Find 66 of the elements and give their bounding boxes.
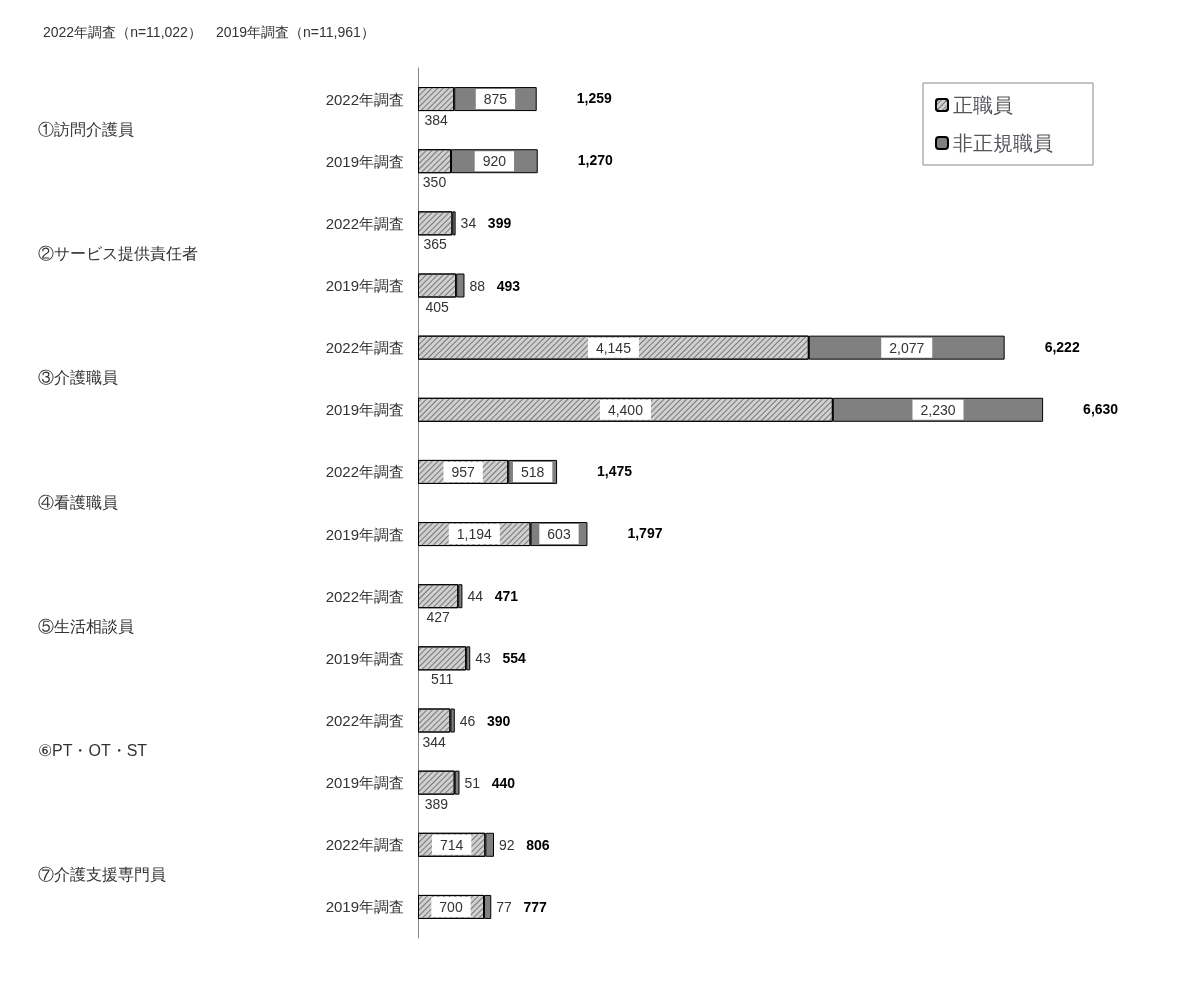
data-label: 88	[469, 277, 497, 294]
y-tick-label: 2022年調査	[325, 587, 404, 605]
y-tick-label: 2022年調査	[325, 836, 404, 854]
total-label: 1,475	[597, 462, 633, 479]
y-tick-label: 2022年調査	[325, 214, 404, 232]
data-label: 957	[451, 463, 476, 480]
data-label: 603	[547, 526, 571, 543]
total-label: 1,270	[577, 152, 613, 169]
text: ⑥PT・OT・ST	[38, 742, 148, 760]
y-tick-label: 2019年調査	[325, 898, 404, 916]
data-label: 511	[430, 671, 454, 688]
text: 2022年調査（n=11,022） 2019年調査（n=11,961）	[43, 24, 375, 40]
data-label: 405	[425, 298, 449, 315]
total-label: 806	[526, 836, 550, 853]
total-label: 471	[494, 588, 519, 605]
text: ②サービス提供責任者	[38, 244, 198, 262]
data-label: 1,194	[456, 526, 493, 543]
data-label: 92	[498, 836, 527, 853]
data-label: 920	[482, 153, 507, 170]
data-label: 46	[459, 712, 488, 729]
total-label: 6,630	[1083, 400, 1119, 417]
data-label: 2,077	[889, 339, 925, 356]
text: ③介護職員	[38, 369, 118, 387]
total-label: 777	[523, 898, 548, 915]
data-label: 365	[423, 236, 448, 253]
total-label: 399	[487, 215, 512, 232]
y-tick-label: 2019年調査	[325, 277, 404, 294]
y-tick-label: 2019年調査	[325, 649, 404, 667]
data-label: 43	[475, 650, 503, 667]
y-tick-label: 2019年調査	[325, 401, 404, 419]
text: ⑦介護支援専門員	[38, 866, 166, 884]
data-label: 714	[439, 836, 464, 853]
data-label: 44	[467, 588, 495, 605]
legend-label: 非正規職員	[953, 132, 1053, 154]
data-label: 51	[464, 774, 492, 791]
y-tick-label: 2022年調査	[325, 712, 404, 729]
total-label: 1,259	[576, 90, 612, 107]
legend-label: 正職員	[953, 94, 1013, 116]
y-tick-label: 2022年調査	[325, 463, 404, 481]
y-tick-label: 2019年調査	[325, 152, 404, 170]
total-label: 6,222	[1044, 338, 1080, 355]
data-label: 518	[520, 463, 545, 480]
y-tick-label: 2022年調査	[325, 339, 404, 357]
text: ⑤生活相談員	[38, 617, 134, 635]
total-label: 1,797	[627, 525, 663, 542]
total-label: 390	[487, 712, 511, 729]
y-tick-label: 2022年調査	[325, 90, 404, 108]
data-label: 700	[439, 898, 463, 915]
data-label: 34	[460, 215, 488, 232]
data-label: 350	[422, 174, 447, 191]
total-label: 493	[496, 277, 521, 294]
total-label: 440	[491, 774, 516, 791]
y-tick-label: 2019年調査	[325, 525, 404, 543]
data-label: 77	[496, 898, 524, 915]
data-label: 389	[424, 795, 449, 812]
data-label: 344	[422, 733, 447, 750]
data-label: 875	[483, 91, 508, 108]
data-label: 4,145	[595, 339, 632, 356]
data-label: 4,400	[607, 401, 644, 418]
total-label: 554	[502, 650, 527, 667]
data-label: 2,230	[920, 401, 956, 418]
data-label: 384	[424, 112, 448, 129]
text: ④看護職員	[38, 493, 118, 511]
y-tick-label: 2019年調査	[325, 774, 404, 792]
data-label: 427	[426, 609, 451, 626]
text: ①訪問介護員	[38, 120, 134, 138]
